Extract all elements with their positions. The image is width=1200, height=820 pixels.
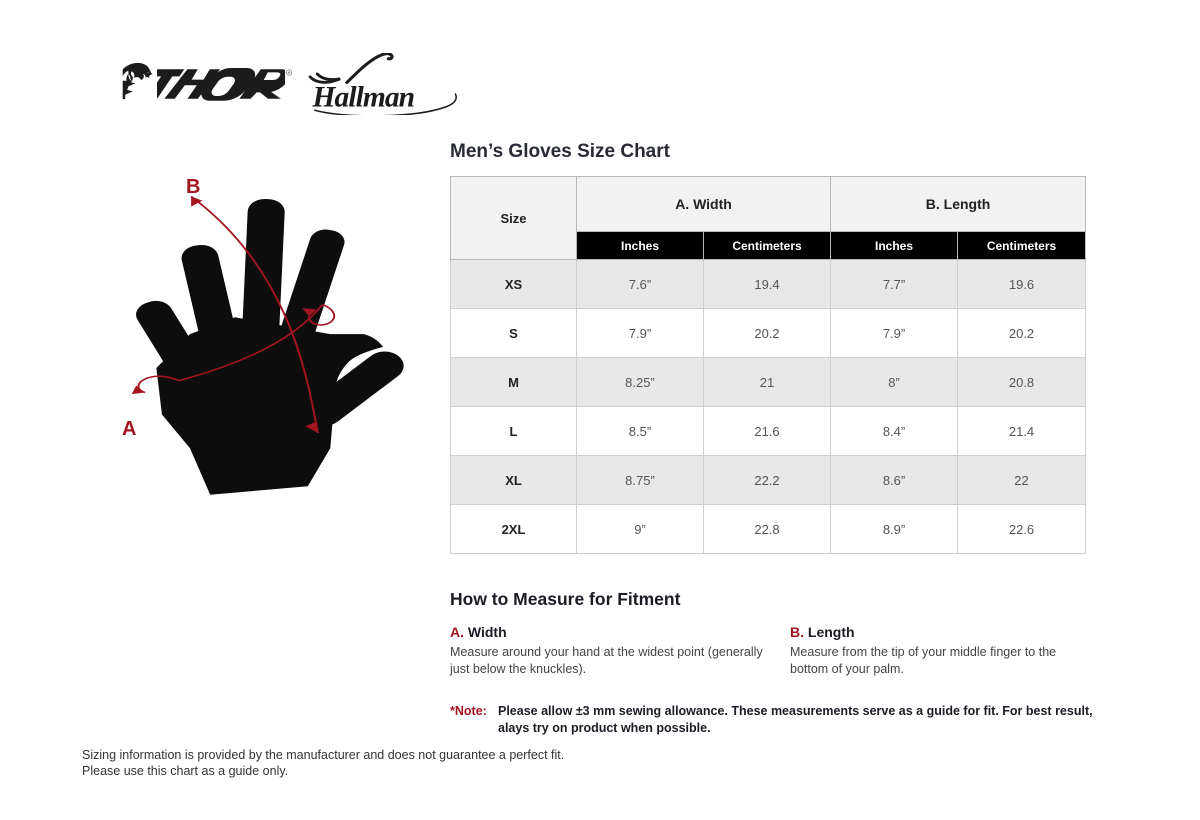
svg-text:R: R — [288, 70, 291, 74]
svg-text:Hallman: Hallman — [312, 81, 415, 113]
svg-text:B: B — [186, 176, 200, 198]
svg-text:A: A — [122, 418, 136, 440]
